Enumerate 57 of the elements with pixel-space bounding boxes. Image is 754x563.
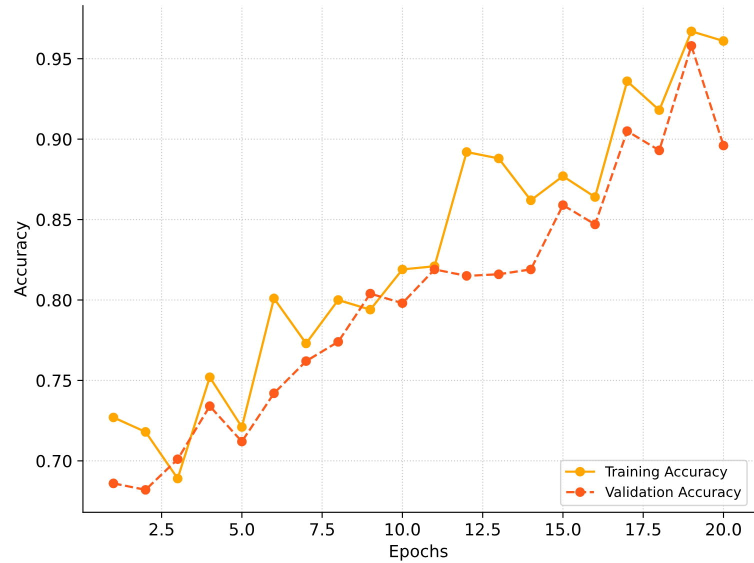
legend-label: Training Accuracy (605, 466, 728, 480)
point (494, 269, 504, 280)
point (462, 271, 472, 281)
point (333, 295, 344, 305)
x-tick-label: 2.5 (150, 523, 174, 536)
point (204, 401, 215, 412)
point (718, 140, 728, 150)
point (686, 26, 696, 36)
point (494, 154, 504, 164)
point (237, 436, 247, 446)
point (398, 264, 408, 274)
point (269, 294, 279, 304)
y-tick-label: 0.85 (36, 214, 72, 226)
point (301, 338, 311, 348)
point (365, 304, 376, 315)
x-tick-label: 5.0 (230, 523, 254, 536)
point (333, 336, 344, 347)
point (269, 388, 279, 398)
y-tick-label: 0.80 (36, 294, 72, 307)
x-tick-label: 10.0 (386, 523, 420, 536)
x-axis-title: Epochs (390, 544, 448, 561)
point (654, 146, 664, 156)
point (558, 171, 568, 181)
point (526, 195, 536, 206)
point (526, 264, 536, 274)
x-tick-label: 12.5 (466, 523, 500, 536)
point (558, 200, 568, 210)
point (172, 454, 183, 464)
point (462, 147, 472, 157)
x-tick-label: 17.5 (626, 523, 660, 536)
point (654, 105, 664, 116)
x-tick-label: 20.0 (706, 523, 741, 536)
y-axis-title: Accuracy (14, 221, 30, 297)
point (301, 356, 311, 366)
point (108, 412, 118, 422)
point (140, 484, 150, 495)
x-tick-label: 15.0 (546, 523, 580, 536)
legend-label: Validation Accuracy (605, 486, 742, 500)
point (590, 192, 600, 202)
point (590, 220, 600, 230)
x-tick-label: 7.5 (310, 523, 334, 536)
point (398, 298, 408, 308)
point (622, 76, 632, 86)
point (108, 478, 118, 488)
y-tick-label: 0.95 (36, 52, 72, 66)
point (172, 474, 183, 484)
y-tick-label: 0.75 (36, 374, 72, 387)
point (622, 126, 632, 136)
y-tick-label: 0.70 (36, 454, 72, 468)
point (430, 264, 440, 274)
point (686, 40, 696, 51)
point (204, 372, 215, 382)
point (140, 427, 150, 437)
point (718, 36, 728, 46)
point (237, 422, 247, 432)
y-tick-label: 0.90 (36, 133, 72, 146)
point (365, 288, 376, 298)
